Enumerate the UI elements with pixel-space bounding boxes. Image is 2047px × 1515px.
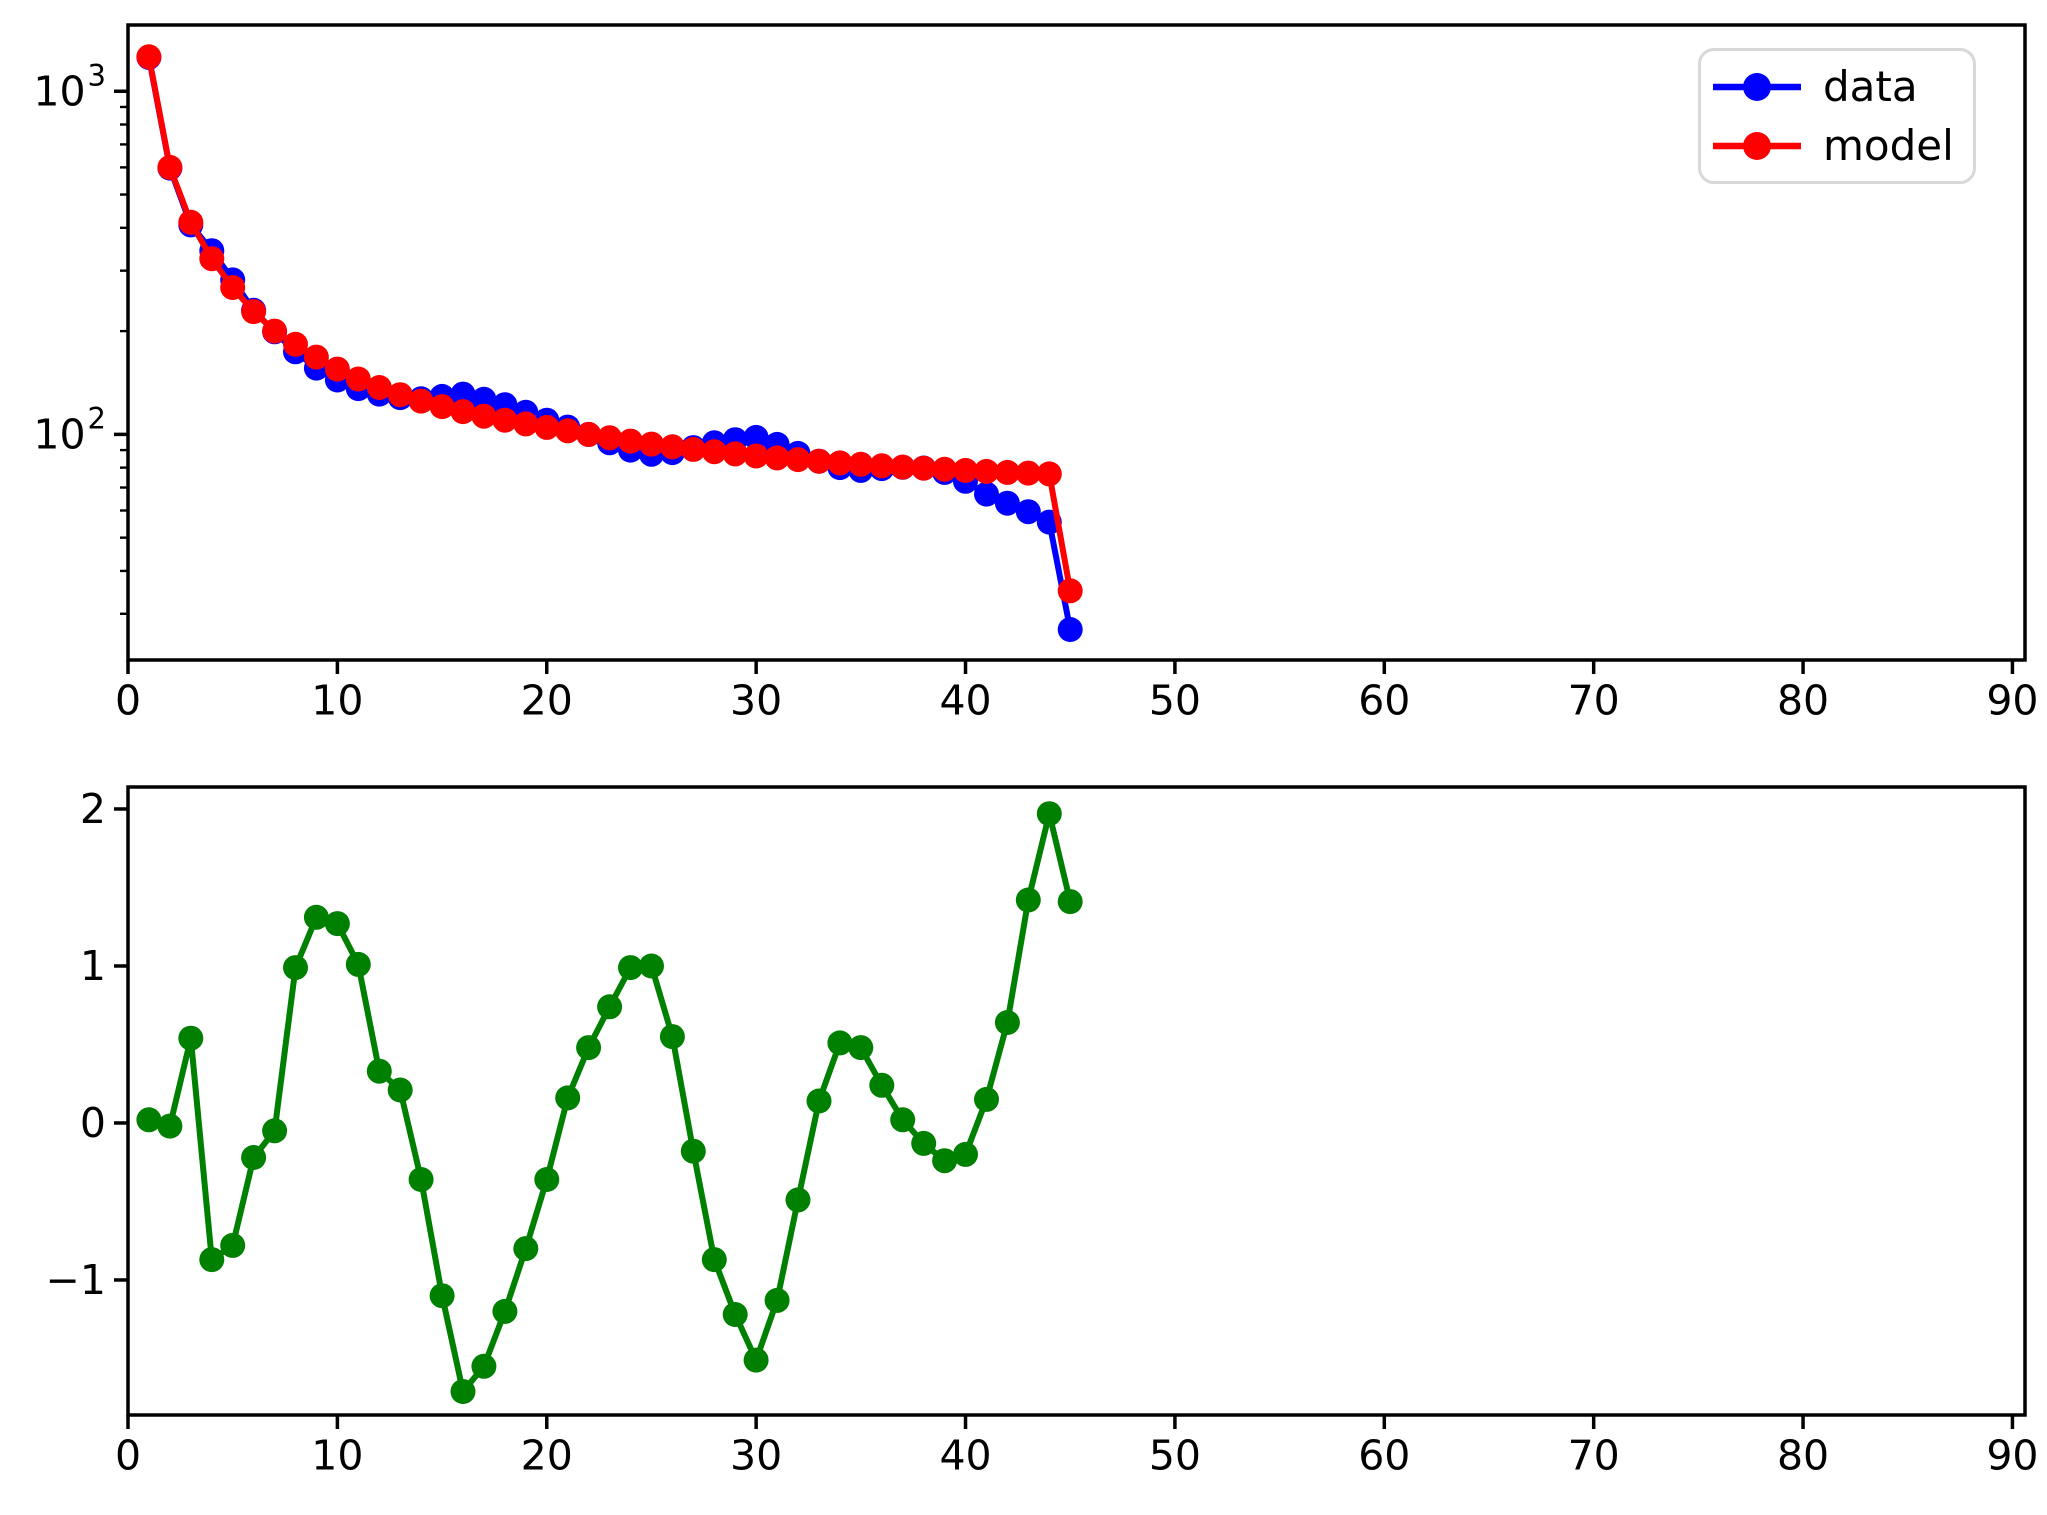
top-log-plot: 0 10 20 30 40 50 60 70 80 90 103 102 [33, 23, 2039, 724]
svg-text:60: 60 [1358, 676, 1410, 724]
legend-line-marker-icon [1713, 72, 1801, 101]
svg-text:30: 30 [730, 676, 782, 724]
svg-text:90: 90 [1986, 676, 2038, 724]
svg-text:20: 20 [521, 1431, 573, 1479]
legend-entry-data: data [1711, 61, 1967, 111]
svg-text:1: 1 [80, 942, 106, 990]
svg-text:50: 50 [1149, 1431, 1201, 1479]
svg-text:103: 103 [33, 58, 106, 115]
svg-text:60: 60 [1358, 1431, 1410, 1479]
legend-entry-model: model [1711, 120, 1967, 170]
svg-text:40: 40 [939, 1431, 991, 1479]
svg-text:0: 0 [115, 1431, 141, 1479]
residuals-plot: 0 10 20 30 40 50 60 70 80 90 −1 0 1 2 [46, 785, 2039, 1479]
svg-text:50: 50 [1149, 676, 1201, 724]
svg-text:10: 10 [311, 676, 363, 724]
svg-text:2: 2 [80, 785, 106, 833]
svg-text:80: 80 [1777, 1431, 1829, 1479]
svg-text:−1: −1 [46, 1256, 106, 1304]
svg-text:40: 40 [939, 676, 991, 724]
svg-text:0: 0 [80, 1099, 106, 1147]
svg-text:30: 30 [730, 1431, 782, 1479]
svg-text:80: 80 [1777, 676, 1829, 724]
svg-text:70: 70 [1568, 1431, 1620, 1479]
legend-label-model: model [1823, 120, 1954, 170]
svg-text:20: 20 [521, 676, 573, 724]
legend: data model [1698, 48, 1976, 184]
svg-text:70: 70 [1568, 676, 1620, 724]
svg-text:102: 102 [33, 401, 106, 458]
legend-label-data: data [1823, 61, 1918, 111]
svg-text:90: 90 [1986, 1431, 2038, 1479]
legend-line-marker-icon [1713, 131, 1801, 160]
svg-text:0: 0 [115, 676, 141, 724]
svg-text:10: 10 [311, 1431, 363, 1479]
